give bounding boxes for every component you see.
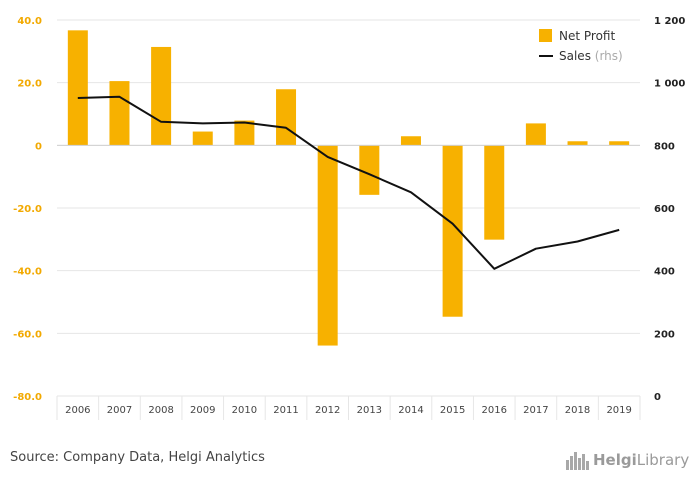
x-tick-label: 2017 (523, 405, 548, 416)
y-right-tick-label: 200 (654, 329, 675, 340)
bar-2012 (317, 145, 338, 346)
x-tick-label: 2011 (273, 405, 298, 416)
legend-label-sales-suffix: (rhs) (595, 49, 623, 63)
line-series-sales (77, 95, 620, 270)
y-left-tick-label: 0 (35, 141, 42, 152)
y-right-tick-label: 0 (654, 392, 661, 403)
bar-series-net-profit (67, 30, 630, 346)
bar-2008 (151, 46, 172, 146)
bar-2009 (192, 131, 213, 146)
x-tick-label: 2008 (148, 405, 173, 416)
x-tick-label: 2007 (107, 405, 132, 416)
x-tick-label: 2016 (482, 405, 507, 416)
x-tick-label: 2013 (357, 405, 382, 416)
y-right-tick-label: 800 (654, 141, 675, 152)
bar-2017 (525, 123, 546, 146)
logo-text-bold: Helgi (593, 451, 637, 469)
bar-2014 (400, 136, 421, 146)
chart-svg: 40.0 20.0 0 -20.0 -40.0 -60.0 -80.0 1 200 1 000 8… (13, 16, 685, 420)
x-tick-label: 2019 (606, 405, 631, 416)
x-tick-label: 2015 (440, 405, 465, 416)
y-right-tick-label: 400 (654, 267, 675, 278)
grid-lines (56, 19, 641, 420)
y-left-tick-label: -40.0 (13, 267, 42, 278)
bar-2018 (567, 141, 588, 146)
y-left-tick-label: 20.0 (17, 79, 42, 90)
x-tick-label: 2018 (565, 405, 590, 416)
y-right-tick-label: 1 000 (654, 79, 685, 90)
sales-line (77, 95, 620, 270)
legend-label-sales: Sales (rhs) (559, 49, 623, 63)
bar-2011 (276, 89, 297, 146)
y-left-tick-label: -60.0 (13, 329, 42, 340)
x-tick-label: 2014 (398, 405, 423, 416)
bar-2006 (67, 30, 88, 146)
x-tick-label: 2012 (315, 405, 340, 416)
legend-label-net-profit: Net Profit (559, 29, 615, 43)
legend: Net Profit Sales (rhs) (539, 29, 623, 63)
bar-2013 (359, 145, 380, 195)
bar-2010 (234, 120, 255, 146)
x-tick-label: 2009 (190, 405, 215, 416)
city-skyline-icon (566, 452, 589, 470)
bar-2019 (609, 141, 630, 146)
x-tick-label: 2006 (65, 405, 90, 416)
x-tick-label: 2010 (232, 405, 257, 416)
bar-2015 (442, 145, 463, 317)
legend-swatch-net-profit (539, 29, 552, 42)
y-left-tick-label: 40.0 (17, 16, 42, 27)
helgi-library-logo: Helgi Library (566, 447, 689, 473)
y-right-tick-label: 600 (654, 204, 675, 215)
logo-text-regular: Library (636, 451, 690, 469)
bar-2016 (484, 145, 505, 240)
axis-ticks: 40.0 20.0 0 -20.0 -40.0 -60.0 -80.0 1 200 1 000 8… (13, 16, 685, 416)
source-note: Source: Company Data, Helgi Analytics (10, 450, 265, 465)
y-right-tick-label: 1 200 (654, 16, 685, 27)
bar-2007 (109, 81, 130, 146)
y-left-tick-label: -20.0 (13, 204, 42, 215)
y-left-tick-label: -80.0 (13, 392, 42, 403)
